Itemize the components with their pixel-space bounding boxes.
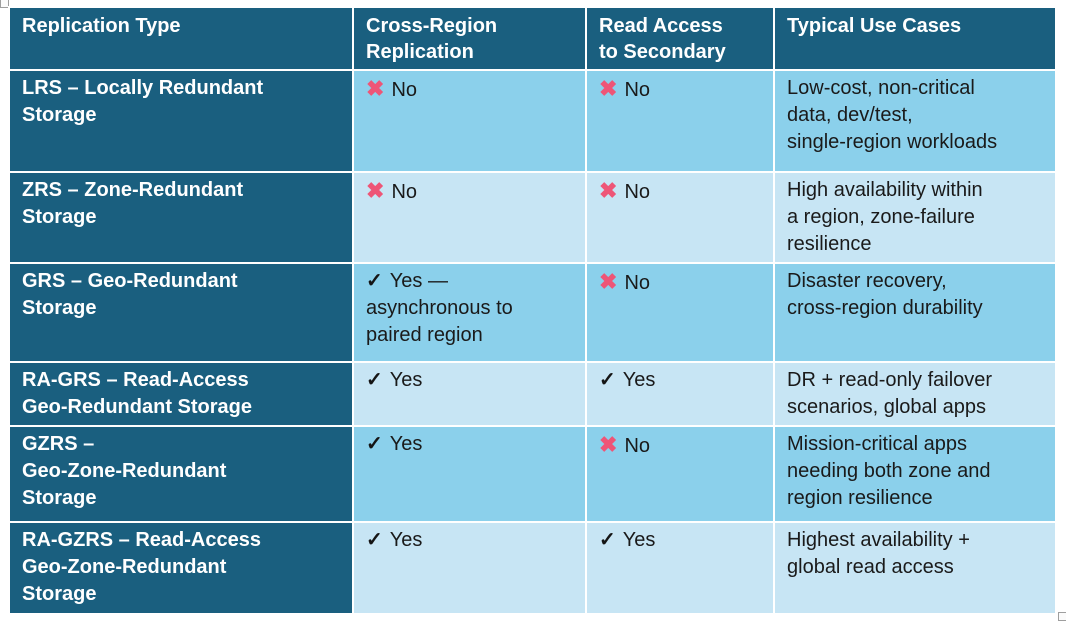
cell-replication-type: ZRS – Zone-Redundant Storage <box>8 171 354 264</box>
cell-use-cases: DR + read-only failover scenarios, globa… <box>773 361 1057 427</box>
cross-icon: ✖ <box>599 76 618 101</box>
cell-cross-region: ✓ Yes — asynchronous to paired region <box>352 262 587 363</box>
cross-icon: ✖ <box>599 432 618 457</box>
cell-value-label: Yes <box>622 369 656 391</box>
cross-icon: ✖ <box>599 178 618 203</box>
table-row-gzrs: GZRS – Geo-Zone-Redundant Storage ✓ Yes ✖… <box>8 425 1057 523</box>
cell-read-access: ✓ Yes <box>585 361 775 427</box>
cell-value-label: Yes <box>389 529 423 551</box>
cell-cross-region: ✓ Yes <box>352 425 587 523</box>
cell-replication-type: GZRS – Geo-Zone-Redundant Storage <box>8 425 354 523</box>
check-icon: ✓ <box>366 369 383 391</box>
check-icon: ✓ <box>366 270 383 292</box>
replication-comparison-table: Replication Type Cross-Region Replicatio… <box>8 6 1057 615</box>
cell-replication-type: LRS – Locally Redundant Storage <box>8 69 354 173</box>
cell-read-access: ✖ No <box>585 262 775 363</box>
cell-use-cases: Disaster recovery, cross-region durabili… <box>773 262 1057 363</box>
check-icon: ✓ <box>599 369 616 391</box>
table-row-ra-grs: RA-GRS – Read-Access Geo-Redundant Stora… <box>8 361 1057 427</box>
cell-cross-region: ✓ Yes <box>352 521 587 615</box>
cell-replication-type: RA-GRS – Read-Access Geo-Redundant Stora… <box>8 361 354 427</box>
cross-icon: ✖ <box>366 76 385 101</box>
cell-use-cases: Low-cost, non-critical data, dev/test, s… <box>773 69 1057 173</box>
table-row-grs: GRS – Geo-Redundant Storage ✓ Yes — async… <box>8 262 1057 363</box>
cell-value-label: No <box>624 435 651 457</box>
resize-handle-top-left[interactable] <box>0 0 9 8</box>
cell-replication-type: RA-GZRS – Read-Access Geo-Zone-Redundant… <box>8 521 354 615</box>
header-row: Replication Type Cross-Region Replicatio… <box>8 6 1057 71</box>
cell-value-label: No <box>391 79 418 101</box>
cell-cross-region: ✖ No <box>352 69 587 173</box>
cell-value-label: Yes <box>389 369 423 391</box>
cell-value-label: No <box>624 181 651 203</box>
header-use-cases: Typical Use Cases <box>773 6 1057 71</box>
cell-value-label: No <box>624 79 651 101</box>
cell-cross-region: ✓ Yes <box>352 361 587 427</box>
check-icon: ✓ <box>366 529 383 551</box>
cell-use-cases: Highest availability + global read acces… <box>773 521 1057 615</box>
cell-value-label: Yes <box>622 529 656 551</box>
cell-value-label: Yes — asynchronous to paired region <box>366 270 513 346</box>
table-row-lrs: LRS – Locally Redundant Storage ✖ No ✖ No … <box>8 69 1057 173</box>
header-replication-type: Replication Type <box>8 6 354 71</box>
header-read-access: Read Access to Secondary <box>585 6 775 71</box>
table-row-zrs: ZRS – Zone-Redundant Storage ✖ No ✖ No Hig… <box>8 171 1057 264</box>
cell-replication-type: GRS – Geo-Redundant Storage <box>8 262 354 363</box>
cell-cross-region: ✖ No <box>352 171 587 264</box>
cross-icon: ✖ <box>599 269 618 294</box>
cell-use-cases: Mission-critical apps needing both zone … <box>773 425 1057 523</box>
cell-value-label: No <box>624 272 651 294</box>
cell-use-cases: High availability within a region, zone-… <box>773 171 1057 264</box>
check-icon: ✓ <box>599 529 616 551</box>
header-cross-region: Cross-Region Replication <box>352 6 587 71</box>
cell-value-label: Yes <box>389 433 423 455</box>
table-row-ra-gzrs: RA-GZRS – Read-Access Geo-Zone-Redundant… <box>8 521 1057 615</box>
cell-read-access: ✖ No <box>585 171 775 264</box>
check-icon: ✓ <box>366 433 383 455</box>
cell-value-label: No <box>391 181 418 203</box>
cell-read-access: ✓ Yes <box>585 521 775 615</box>
cell-read-access: ✖ No <box>585 69 775 173</box>
cross-icon: ✖ <box>366 178 385 203</box>
cell-read-access: ✖ No <box>585 425 775 523</box>
